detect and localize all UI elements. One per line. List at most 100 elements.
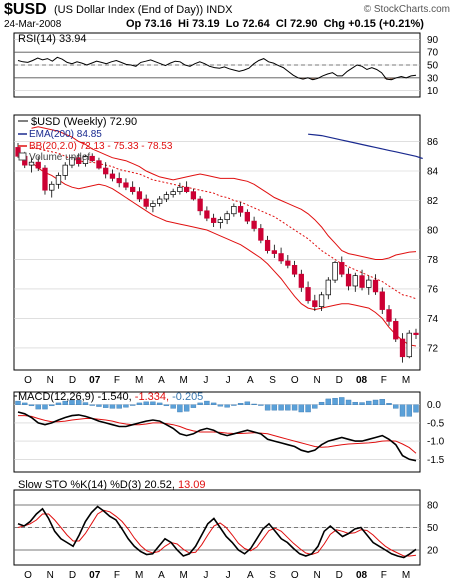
macd-histogram-bar [156,402,163,405]
x-axis-label: J [226,570,231,581]
candle-body [332,262,338,281]
macd-histogram-bar [116,404,122,409]
macd-histogram-bar [224,404,230,408]
macd-histogram-bar [76,400,82,405]
macd-histogram-bar [271,404,278,411]
candle-body [271,250,277,254]
candle-body [177,186,183,192]
x-axis-label: N [47,570,54,581]
x-axis-label: N [313,570,320,581]
macd-histogram-bar [298,404,305,413]
change-value: +0.15 (+0.21%) [348,18,424,30]
brand-watermark: © StockCharts.com [363,4,450,15]
macd-histogram-bar [237,403,244,405]
macd-histogram-bar [325,398,332,405]
candle-body [76,157,82,164]
price-tick-label: 74 [427,314,439,325]
macd-line [17,411,417,462]
candle-body [183,186,190,192]
candle-body [109,173,116,179]
macd-histogram-bar [352,401,358,405]
candle-body [49,183,55,191]
candle-body [69,157,75,166]
macd-histogram-bar [170,404,176,409]
x-axis-label: F [114,570,120,581]
quote-date: 24-Mar-2008 [4,19,62,30]
x-axis-label: M [179,375,187,386]
macd-histogram-bar [305,404,311,413]
candle-body [62,164,68,176]
exchange-label: INDX [206,4,233,16]
macd-histogram-bar [22,402,28,405]
macd-histogram-bar [123,404,129,408]
x-axis-label: F [114,375,120,386]
macd-histogram-bar [386,403,392,405]
macd-histogram-bar [197,402,203,405]
ema-legend: EMA(200) 84.85 [29,129,102,140]
candle-body [264,239,271,251]
macd-histogram-bar [291,404,298,411]
macd-histogram-bar [264,404,271,411]
x-axis-label: 07 [89,570,101,581]
macd-histogram-bar [278,404,284,411]
macd-histogram-bar [204,400,210,405]
macd-tick-label: -1.5 [427,455,445,466]
candle-body [224,213,230,221]
quote-bar: Op 73.16 Hi 73.19 Lo 72.64 Cl 72.90 Chg … [126,18,424,30]
candle-body [123,182,129,188]
macd-histogram-bar [217,404,224,407]
candle-body [96,160,102,169]
candle-body [285,260,291,266]
candle-body [352,275,358,287]
sto-legend-part: 20.52, [144,479,178,491]
volume-legend-swatch [18,152,27,161]
candle-body [116,178,122,184]
candle-body [170,191,176,195]
bb-upper-line [31,126,417,260]
x-axis-label: 08 [356,375,368,386]
macd-histogram-bar [163,404,170,407]
x-axis-label: O [291,570,299,581]
x-axis-label: D [336,375,343,386]
sto-legend: Slow STO %K(14) %D(3) 20.52, 13.09 [18,479,206,491]
macd-tick-label: -0.5 [427,418,445,429]
macd-histogram-bar [244,401,251,405]
candle-body [359,275,365,288]
price-tick-label: 80 [427,225,439,236]
macd-histogram-bar [177,404,183,413]
candle-body [393,321,399,340]
price-frame [13,114,421,371]
candle-body [386,309,392,322]
candle-body [399,338,406,358]
x-axis-label: M [135,570,143,581]
macd-histogram-bar [136,402,143,405]
sto-panel: 20 50 80 Slow STO %K(14) %D(3) 20.52, 13.09 [13,479,439,566]
rsi-tick-label: 50 [427,61,439,72]
candle-body [136,191,143,200]
rsi-legend: RSI(14) 33.94 [18,33,86,45]
macd-histogram-bar [345,399,352,405]
macd-histogram-bar [129,404,136,406]
candle-body [82,155,89,164]
candle-body [372,279,379,293]
sto-tick-label: 20 [427,546,439,557]
macd-histogram-bar [102,404,109,408]
close-value: 72.90 [289,18,318,30]
symbol-title: $USD [4,1,47,18]
volume-legend: Volume undef [29,152,90,163]
sto-legend-part: 13.09 [178,479,206,491]
macd-tick-label: -1.0 [427,437,445,448]
low-value: 72.64 [242,18,270,30]
candle-body [379,291,385,310]
price-panel: 72 74 76 78 80 82 84 86 $USD (Weekly) 72.90EMA(2… [13,114,439,371]
macd-histogram-bar [190,404,197,408]
candle-body [210,217,217,223]
candle-body [298,273,304,288]
sto-tick-label: 80 [427,501,439,512]
macd-histogram-bar [318,401,325,405]
candle-body [251,220,257,229]
macd-histogram-bar [42,404,48,410]
x-axis-labels-top: O N D 07 F M A M J J A S O N D 08 F M [24,375,410,386]
bb-lower-line [31,161,417,347]
